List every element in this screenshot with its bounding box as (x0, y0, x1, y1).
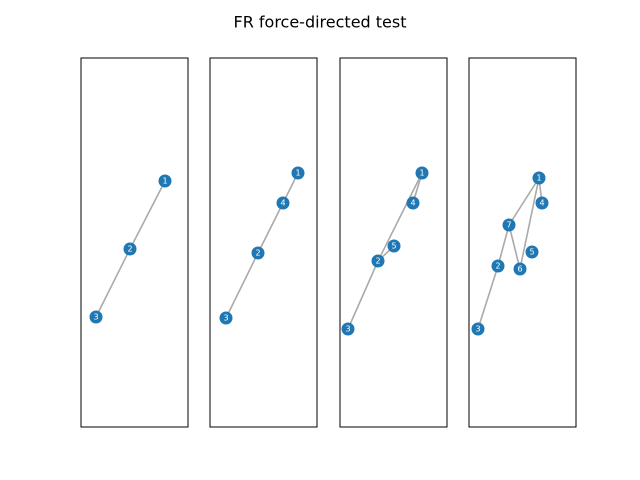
node-label: 4 (280, 199, 285, 208)
node (513, 262, 527, 276)
node-label: 1 (162, 177, 167, 186)
node (535, 196, 549, 210)
edge (508, 224, 521, 270)
node-label: 3 (345, 325, 350, 334)
node-label: 1 (419, 169, 424, 178)
node-label: 1 (295, 169, 300, 178)
edge (477, 265, 499, 330)
node (491, 259, 505, 273)
edge (257, 202, 284, 254)
node (387, 239, 401, 253)
edge (95, 248, 131, 318)
node-label: 3 (475, 325, 480, 334)
panel: 1 4 5 2 3 (339, 57, 448, 428)
node (291, 166, 305, 180)
node-label: 4 (539, 199, 544, 208)
node-label: 1 (536, 174, 541, 183)
panel-frame (80, 57, 189, 428)
node-label: 2 (255, 249, 260, 258)
edge (225, 252, 259, 319)
node-label: 3 (223, 314, 228, 323)
edge (497, 224, 510, 267)
panel-frame (468, 57, 577, 428)
node (219, 311, 233, 325)
node-label: 2 (375, 257, 380, 266)
edge (377, 172, 423, 262)
node (158, 174, 172, 188)
node-label: 5 (529, 248, 534, 257)
node (371, 254, 385, 268)
node (532, 171, 546, 185)
node-label: 5 (391, 242, 396, 251)
panel: 1 4 2 3 (209, 57, 318, 428)
node (415, 166, 429, 180)
panel-frame (209, 57, 318, 428)
node (502, 218, 516, 232)
node-label: 4 (410, 199, 415, 208)
figure-title: FR force-directed test (233, 13, 406, 32)
edge (129, 180, 166, 250)
edge (519, 177, 540, 270)
node (123, 242, 137, 256)
node (341, 322, 355, 336)
node (471, 322, 485, 336)
node-label: 2 (495, 262, 500, 271)
edge (347, 260, 379, 330)
node (276, 196, 290, 210)
node-label: 3 (93, 313, 98, 322)
panel: 1 4 7 56 2 3 (468, 57, 577, 428)
node (406, 196, 420, 210)
node (525, 245, 539, 259)
edge (508, 177, 540, 226)
node (89, 310, 103, 324)
panel-frame (339, 57, 448, 428)
panel: 1 2 3 (80, 57, 189, 428)
node (251, 246, 265, 260)
node-label: 7 (506, 221, 511, 230)
node-label: 2 (127, 245, 132, 254)
node-label: 6 (517, 265, 522, 274)
